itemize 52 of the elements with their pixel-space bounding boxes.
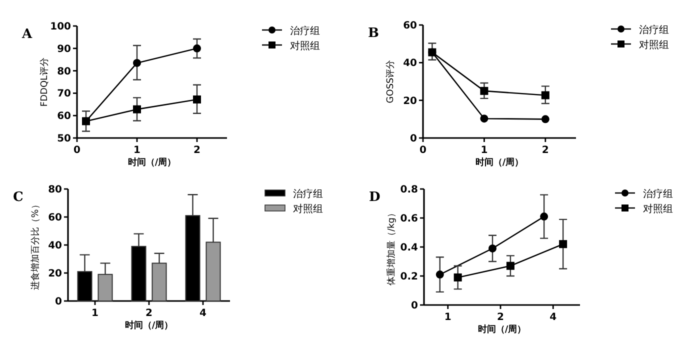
- y-axis-title: 体重增加量（/kg）: [386, 208, 397, 286]
- x-axis-title: 时间（/周）: [128, 157, 176, 168]
- y-tick-label: 0: [410, 134, 418, 144]
- y-tick-label: 60: [57, 111, 72, 122]
- legend-label: 对照组: [290, 40, 320, 52]
- y-tick-label: 0.4: [400, 242, 418, 254]
- x-tick-label: 0: [74, 145, 81, 156]
- y-tick-label: 100: [50, 22, 72, 32]
- legend-label: 对照组: [639, 39, 669, 51]
- y-tick-label: 80: [57, 66, 72, 78]
- x-tick-label: 4: [200, 308, 207, 319]
- y-axis-title: FDDQL评分: [39, 57, 50, 107]
- legend-label: 对照组: [643, 203, 673, 215]
- y-tick-label: 40: [403, 58, 418, 70]
- y-axis-title: GOSS评分: [385, 60, 396, 104]
- x-axis-title: 时间（/周）: [475, 157, 524, 168]
- chart-title: B: [368, 26, 379, 41]
- y-tick-label: 0.6: [400, 214, 418, 224]
- y-tick-label: 20: [403, 96, 418, 107]
- x-axis-title: 时间（/周）: [478, 324, 526, 335]
- y-tick-label: 40: [48, 240, 62, 252]
- x-tick-label: 0: [420, 145, 427, 156]
- legend-label: 对照组: [293, 203, 323, 215]
- y-tick-label: 90: [57, 44, 72, 55]
- y-tick-label: 60: [48, 212, 62, 224]
- x-tick-label: 2: [542, 145, 549, 156]
- y-tick-label: 0.2: [400, 272, 418, 282]
- x-tick-label: 1: [444, 312, 452, 323]
- chart-title: D: [369, 190, 380, 205]
- x-tick-label: 4: [550, 312, 557, 323]
- legend-label: 治疗组: [293, 188, 323, 200]
- y-tick-label: 0: [55, 296, 62, 308]
- legend-label: 治疗组: [643, 188, 673, 200]
- y-tick-label: 0.8: [400, 184, 418, 196]
- x-axis-title: 时间（/周）: [124, 320, 174, 331]
- y-tick-label: 50: [57, 134, 72, 144]
- x-tick-label: 2: [497, 312, 504, 323]
- x-tick-label: 1: [92, 308, 99, 319]
- y-tick-label: 80: [48, 184, 62, 196]
- y-tick-label: 0: [411, 300, 418, 312]
- x-tick-label: 1: [134, 145, 141, 156]
- x-tick-label: 2: [194, 145, 201, 156]
- legend-label: 治疗组: [639, 24, 669, 36]
- chart-title: A: [21, 27, 33, 42]
- x-tick-label: 1: [480, 145, 488, 156]
- chart-title: C: [13, 190, 24, 205]
- x-tick-label: 2: [146, 308, 153, 319]
- legend-label: 治疗组: [290, 25, 320, 37]
- y-axis-title: 进食增加百分比（%）: [30, 200, 41, 290]
- y-tick-label: 60: [403, 20, 418, 32]
- y-tick-label: 70: [57, 88, 72, 100]
- y-tick-label: 20: [48, 268, 62, 280]
